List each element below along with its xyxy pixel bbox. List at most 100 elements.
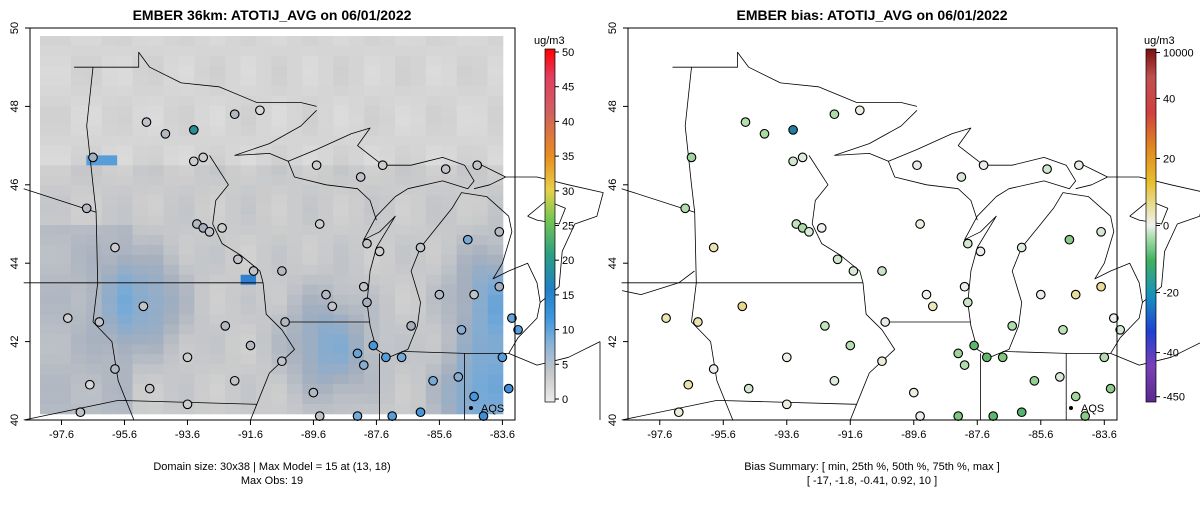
bias-point [816,223,827,233]
bias-point [1064,234,1075,245]
grid-cell [86,115,103,126]
grid-cell [225,36,241,47]
grid-cell [317,314,334,325]
grid-cell [132,65,149,77]
grid-cell [240,195,257,206]
state-boundaries [23,51,695,421]
model-concentration-panel: EMBER 36km: ATOTIJ_AVG on 06/01/2022 -97… [9,7,695,487]
grid-cell [209,264,226,276]
grid-cell [240,324,257,335]
grid-cell [425,364,442,375]
grid-cell [333,105,349,116]
grid-cell [317,205,334,216]
grid-cell [194,294,211,305]
grid-cell [394,145,411,156]
grid-cell [117,264,133,276]
grid-cell [163,195,180,206]
colorbar-tick-label: 5 [562,359,568,371]
grid-cell [40,65,56,77]
grid-cell [472,294,488,305]
grid-cell [256,36,272,47]
grid-cell [286,274,303,285]
grid-cell [225,344,241,355]
grid-cell [472,85,488,96]
grid-cell [441,324,457,335]
grid-cell [40,215,56,226]
grid-cell [256,175,272,186]
grid-cell [364,105,380,116]
grid-cell [394,304,411,315]
grid-cell [148,354,164,365]
grid-cell [55,155,72,166]
grid-cell [364,234,380,246]
grid-cell [225,135,241,146]
grid-cell [472,36,488,47]
grid-cell [194,195,211,206]
grid-cell [425,354,442,365]
grid-cell [456,36,473,47]
grid-cell [394,45,411,57]
grid-cell [55,175,72,186]
grid-cell [117,95,133,106]
grid-cell [163,65,180,77]
grid-cell [394,115,411,126]
grid-cell [148,384,164,395]
grid-cell [163,384,180,395]
grid-cell [333,115,349,126]
grid-cell [101,304,118,315]
grid-cell [209,404,226,415]
grid-cell [148,95,164,106]
grid-cell [40,304,56,315]
grid-cell [117,364,133,375]
grid-cell [132,244,149,256]
grid-cell [456,145,473,156]
bias-point [908,387,919,398]
grid-cell [286,215,303,226]
grid-cell [394,254,411,266]
grid-cell [209,145,226,156]
station-point [144,383,155,394]
bias-point [759,128,770,139]
grid-cell [472,95,488,106]
grid-cell [286,234,303,246]
grid-cell [286,55,303,67]
grid-cell [117,254,133,266]
grid-cell [302,344,319,355]
grid-cell [333,45,349,57]
grid-cell [194,55,211,67]
grid-cell [117,36,133,47]
grid-cell [271,225,288,236]
grid-cell [225,394,241,405]
grid-cell [148,155,164,166]
bias-point [1074,160,1084,171]
grid-cell [286,314,303,325]
grid-cell [40,115,56,126]
bias-point [686,152,697,163]
grid-cell [425,244,442,256]
grid-cell [425,36,442,47]
grid-cell [194,135,211,146]
grid-cell [472,394,488,405]
station-point [513,324,523,335]
bias-point [1105,383,1116,394]
grid-cell [117,374,133,385]
grid-cell [348,165,365,176]
grid-cell [148,75,164,87]
grid-cell [271,344,288,355]
grid-cell [178,225,195,236]
bias-panel: EMBER bias: ATOTIJ_AVG on 06/01/2022 -97… [607,7,1200,487]
station-point [160,128,171,139]
grid-cell [178,274,195,285]
grid-cell [364,145,380,156]
grid-cell [178,404,195,415]
grid-cell [163,205,180,216]
grid-cell [40,364,56,375]
grid-cell [425,274,442,285]
grid-cell [333,244,349,256]
grid-cell [286,85,303,96]
grid-cell [163,324,180,335]
grid-cell [333,324,349,335]
grid-cell [456,304,473,315]
grid-cell [148,185,164,196]
grid-cell [286,374,303,385]
